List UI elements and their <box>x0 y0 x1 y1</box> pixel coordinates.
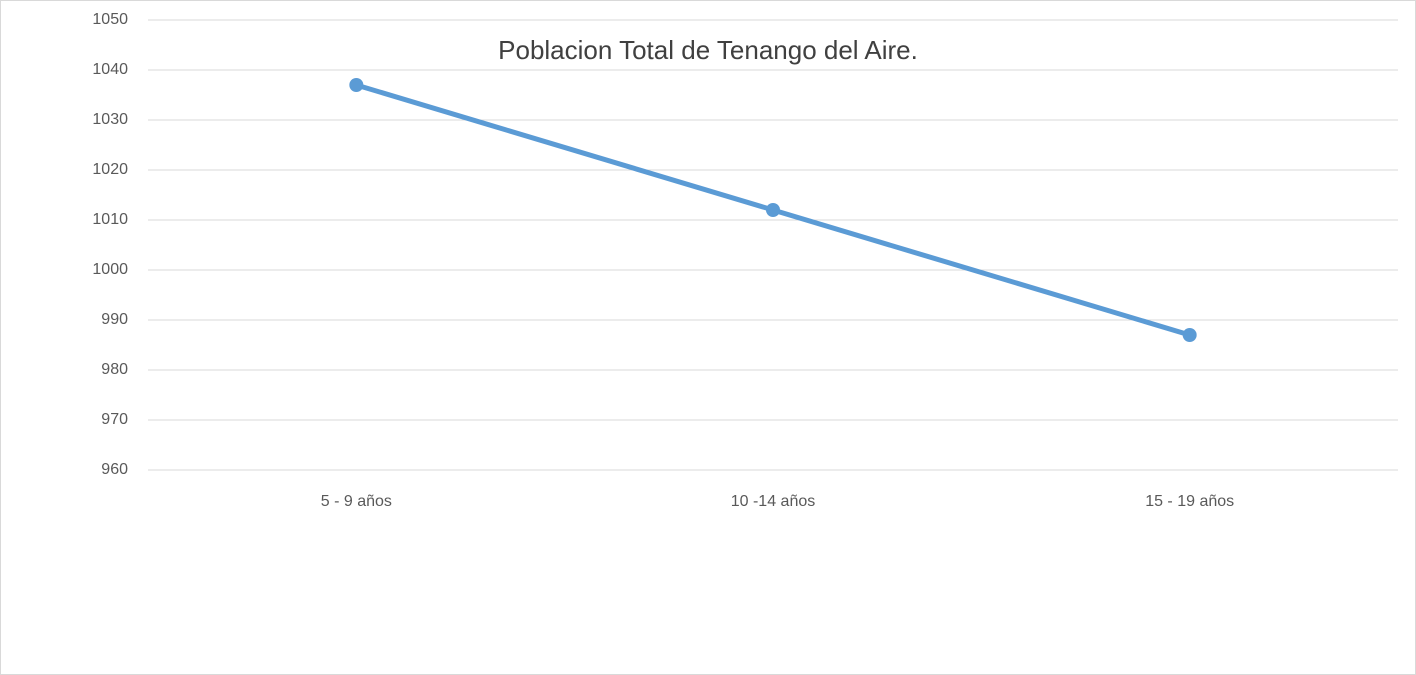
x-tick-label: 5 - 9 años <box>321 493 392 510</box>
chart-title: Poblacion Total de Tenango del Aire. <box>498 35 918 65</box>
x-tick-label: 10 -14 años <box>731 493 816 510</box>
y-tick-label: 1050 <box>92 11 128 28</box>
marker <box>1182 328 1197 342</box>
y-tick-label: 1020 <box>92 161 128 178</box>
y-tick-label: 1000 <box>92 261 128 278</box>
marker <box>349 78 364 92</box>
y-tick-label: 970 <box>101 411 128 428</box>
marker <box>766 203 780 217</box>
x-tick-label: 15 - 19 años <box>1145 493 1234 510</box>
y-tick-label: 1040 <box>92 61 128 78</box>
y-tick-label: 1010 <box>92 211 128 228</box>
y-tick-label: 1030 <box>92 111 128 128</box>
y-tick-label: 960 <box>101 461 128 478</box>
y-tick-label: 990 <box>101 311 128 328</box>
y-tick-label: 980 <box>101 361 128 378</box>
